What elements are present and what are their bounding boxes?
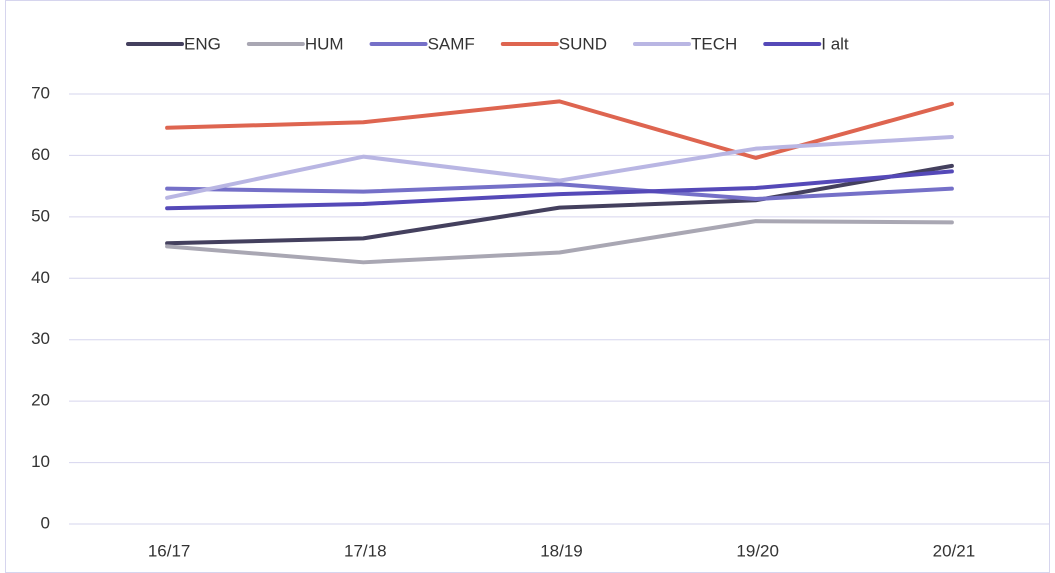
y-tick-label: 70 xyxy=(31,83,50,102)
x-tick-label: 16/17 xyxy=(148,541,191,560)
series-line xyxy=(165,169,954,211)
series-line xyxy=(165,219,954,265)
x-tick-label: 18/19 xyxy=(540,541,583,560)
y-tick-label: 10 xyxy=(31,452,50,471)
x-tick-label: 19/20 xyxy=(736,541,779,560)
legend-label: HUM xyxy=(305,34,344,53)
y-tick-label: 50 xyxy=(31,206,50,225)
chart-border xyxy=(5,0,1050,573)
y-tick-label: 60 xyxy=(31,145,50,164)
series-line xyxy=(165,163,954,246)
legend-label: ENG xyxy=(184,34,221,53)
y-tick-label: 30 xyxy=(31,329,50,348)
y-tick-label: 40 xyxy=(31,268,50,287)
legend-label: SUND xyxy=(559,34,607,53)
x-tick-label: 20/21 xyxy=(933,541,976,560)
series-line xyxy=(165,135,954,200)
y-tick-label: 20 xyxy=(31,391,50,410)
legend-label: I alt xyxy=(821,34,849,53)
legend-label: SAMF xyxy=(428,34,475,53)
series-line xyxy=(165,99,954,160)
x-tick-label: 17/18 xyxy=(344,541,387,560)
legend-label: TECH xyxy=(691,34,737,53)
y-tick-label: 0 xyxy=(41,513,50,532)
series-line xyxy=(165,182,954,202)
